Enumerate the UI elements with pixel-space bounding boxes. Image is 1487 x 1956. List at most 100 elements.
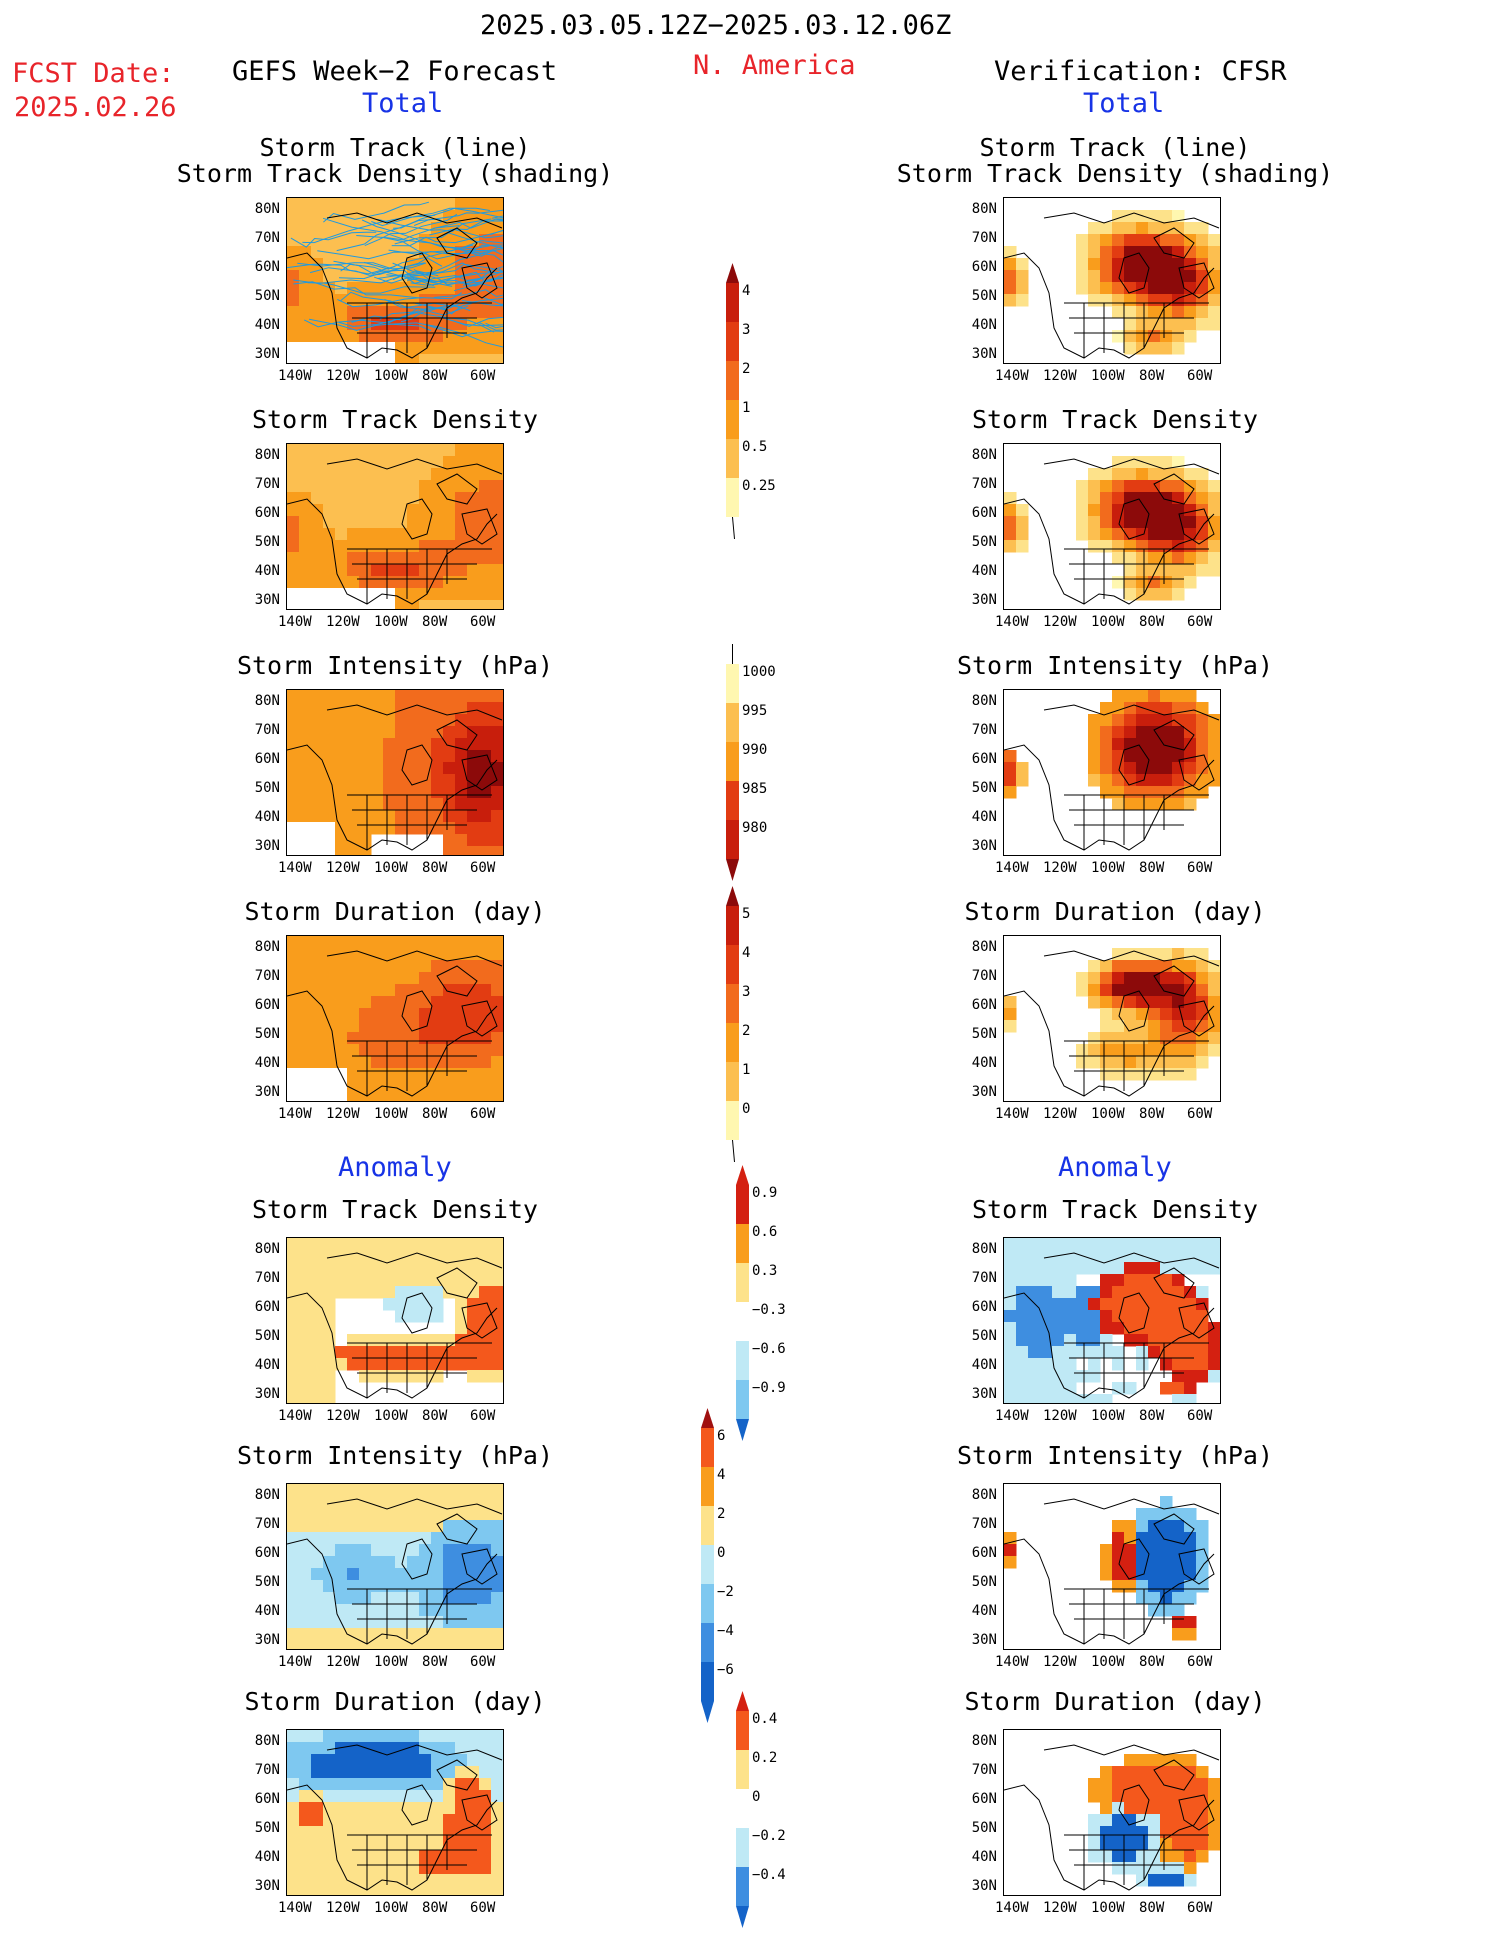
colorbar-anom-intensity-label: −4 [717, 1623, 734, 1639]
verification-map-3 [1003, 689, 1221, 856]
lat-label: 70N [254, 1762, 280, 1778]
lon-label: 100W [1091, 860, 1125, 876]
lat-label: 60N [254, 259, 280, 275]
colorbar-total-intensity-label: 985 [742, 781, 768, 797]
lat-label: 50N [971, 534, 997, 550]
lon-label: 140W [278, 368, 312, 384]
colorbar-total-density-label: 4 [742, 283, 751, 299]
lat-label: 50N [254, 1328, 280, 1344]
left-title-anom-intensity: Storm Intensity (hPa) [236, 1441, 554, 1470]
lon-label: 120W [326, 1408, 360, 1424]
colorbar-anom-intensity-label: 4 [717, 1467, 726, 1483]
colorbar-anom-density-label: −0.6 [752, 1341, 786, 1357]
lat-label: 30N [254, 1386, 280, 1402]
lon-label: 100W [1091, 1106, 1125, 1122]
colorbar-anom-density-label: −0.3 [752, 1302, 786, 1318]
map-outline [1004, 704, 1220, 851]
lon-label: 120W [1043, 368, 1077, 384]
right-title-duration: Storm Duration (day) [964, 897, 1266, 926]
lat-label: 40N [254, 1849, 280, 1865]
lon-label: 120W [1043, 614, 1077, 630]
lat-label: 40N [971, 809, 997, 825]
lon-label: 80W [1139, 614, 1165, 630]
right-title-anom-density: Storm Track Density [972, 1195, 1258, 1224]
lat-label: 50N [254, 1820, 280, 1836]
map-outline [287, 458, 503, 605]
fcst-label: FCST Date: [12, 58, 175, 89]
colorbar-anom-intensity-label: 2 [717, 1506, 726, 1522]
colorbar-anom-duration-label: −0.4 [752, 1867, 786, 1883]
map-outline [1004, 212, 1220, 359]
lon-label: 100W [374, 1408, 408, 1424]
lat-label: 30N [254, 838, 280, 854]
lon-label: 80W [1139, 1654, 1165, 1670]
left-title-track-line: Storm Track (line) [259, 133, 531, 162]
left-anomaly-label: Anomaly [338, 1152, 452, 1183]
lon-label: 60W [470, 1654, 496, 1670]
lon-label: 140W [995, 614, 1029, 630]
lat-label: 70N [971, 230, 997, 246]
lon-label: 100W [374, 1900, 408, 1916]
right-title: Verification: CFSR [994, 56, 1287, 87]
colorbar-total-duration-label: 2 [742, 1023, 751, 1039]
lat-label: 60N [971, 997, 997, 1013]
lat-label: 80N [971, 1487, 997, 1503]
colorbar-total-intensity-label: 995 [742, 703, 768, 719]
lat-label: 80N [971, 447, 997, 463]
lat-label: 30N [971, 592, 997, 608]
colorbar-anom-duration [736, 1691, 749, 1928]
fcst-date: 2025.02.26 [14, 92, 177, 123]
colorbar-total-duration-label: 0 [742, 1101, 751, 1117]
lat-label: 70N [971, 1762, 997, 1778]
colorbar-anom-intensity [701, 1408, 714, 1723]
lat-label: 50N [254, 534, 280, 550]
right-total-label: Total [1083, 88, 1165, 119]
forecast-map-7 [286, 1729, 504, 1896]
lat-label: 40N [254, 809, 280, 825]
lat-label: 40N [971, 1849, 997, 1865]
lat-label: 50N [254, 1026, 280, 1042]
lon-label: 60W [470, 1408, 496, 1424]
colorbar-total-intensity-label: 1000 [742, 664, 776, 680]
lon-label: 140W [995, 1900, 1029, 1916]
map-outline [1004, 1744, 1220, 1891]
lon-label: 80W [1139, 368, 1165, 384]
lon-label: 80W [422, 368, 448, 384]
lon-label: 100W [1091, 1900, 1125, 1916]
lat-label: 30N [971, 838, 997, 854]
lat-label: 70N [254, 1270, 280, 1286]
lon-label: 100W [374, 1106, 408, 1122]
lon-label: 120W [1043, 1106, 1077, 1122]
lat-label: 30N [254, 1632, 280, 1648]
right-anomaly-label: Anomaly [1058, 1152, 1172, 1183]
lon-label: 140W [278, 1900, 312, 1916]
lon-label: 120W [326, 1654, 360, 1670]
lat-label: 80N [971, 1733, 997, 1749]
forecast-map-3 [286, 689, 504, 856]
colorbar-anom-duration-label: 0 [752, 1789, 761, 1805]
lon-label: 60W [470, 368, 496, 384]
lon-label: 120W [1043, 860, 1077, 876]
left-title-density: Storm Track Density [252, 405, 538, 434]
verification-map-5 [1003, 1237, 1221, 1404]
lon-label: 120W [326, 614, 360, 630]
lat-label: 70N [254, 476, 280, 492]
lon-label: 100W [1091, 1654, 1125, 1670]
lat-label: 60N [971, 1545, 997, 1561]
lat-label: 60N [254, 1791, 280, 1807]
lon-label: 80W [422, 1900, 448, 1916]
verification-map-2 [1003, 443, 1221, 610]
lat-label: 30N [971, 346, 997, 362]
colorbar-total-intensity-label: 990 [742, 742, 768, 758]
colorbar-total-density-label: 1 [742, 400, 751, 416]
colorbar-total-density-label: 2 [742, 361, 751, 377]
colorbar-anom-duration-label: 0.4 [752, 1711, 778, 1727]
lon-label: 80W [422, 614, 448, 630]
lat-label: 30N [254, 346, 280, 362]
lat-label: 50N [254, 288, 280, 304]
lon-label: 60W [470, 614, 496, 630]
lat-label: 40N [971, 1603, 997, 1619]
lat-label: 40N [254, 317, 280, 333]
lat-label: 80N [254, 693, 280, 709]
right-title-track-shading: Storm Track Density (shading) [896, 159, 1334, 188]
